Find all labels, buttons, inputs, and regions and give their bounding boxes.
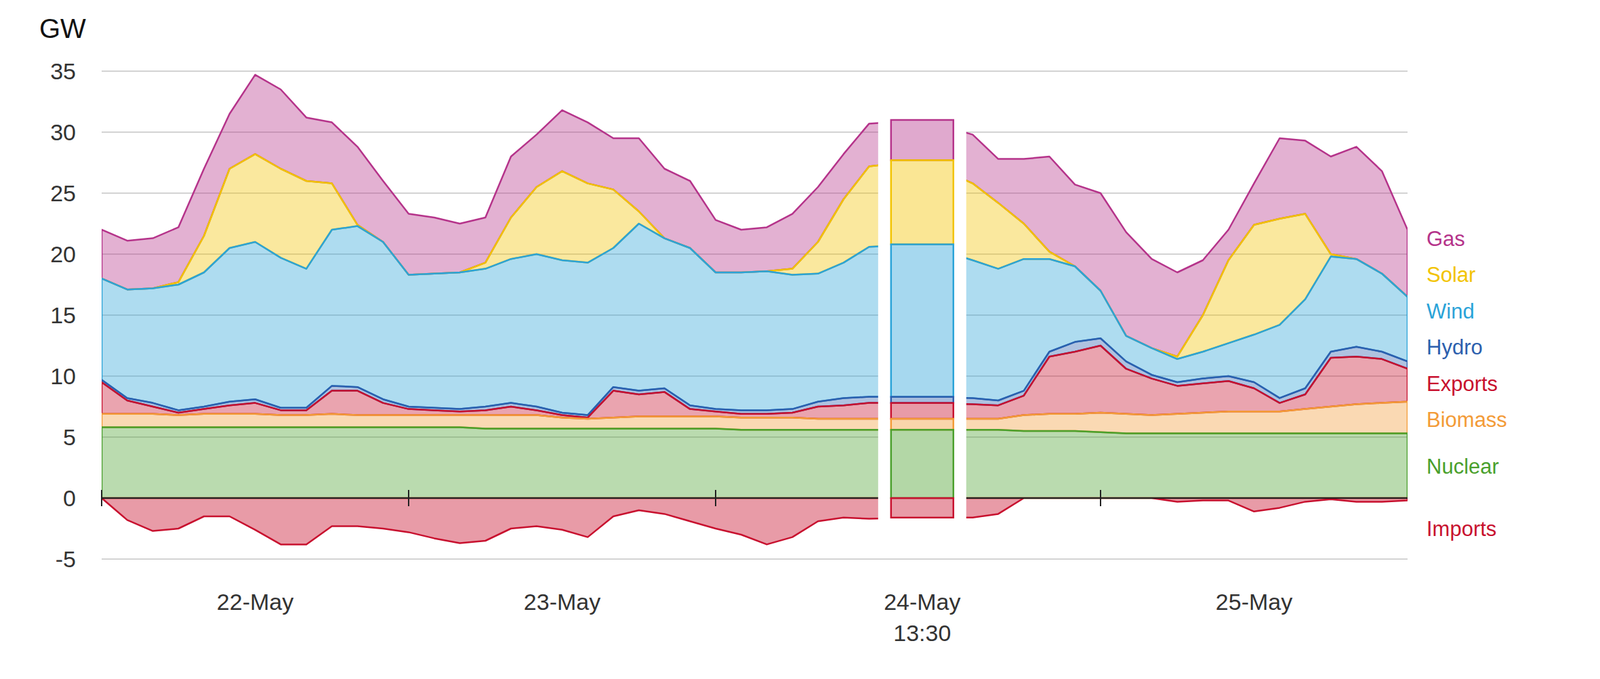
y-tick-label: 0	[63, 485, 76, 511]
legend-entry: Gas	[1426, 227, 1466, 251]
highlight-label-line: 24-May	[883, 588, 961, 615]
highlight-segment	[891, 429, 954, 499]
y-tick-label: 30	[50, 119, 76, 146]
highlight-segment	[891, 397, 954, 404]
highlight-label-line: 13:30	[893, 620, 951, 646]
x-tick	[100, 489, 103, 507]
legend-entry: Biomass	[1426, 407, 1508, 432]
x-tick	[714, 489, 717, 507]
legend-entry: Imports	[1426, 517, 1497, 541]
plot-area	[101, 74, 1408, 545]
highlight-segment	[891, 244, 954, 398]
legend-entry: Exports	[1426, 372, 1498, 396]
x-tick	[407, 489, 410, 507]
grid	[101, 71, 1408, 560]
area	[101, 427, 1408, 499]
highlight-segment	[891, 159, 954, 244]
legend-entry: Hydro	[1426, 335, 1483, 360]
legend-entry: Solar	[1426, 262, 1476, 287]
y-tick-label: 10	[50, 363, 76, 389]
x-tick-label: 23-May	[523, 588, 601, 615]
y-tick-label: 5	[63, 424, 76, 450]
legend-entry: Nuclear	[1426, 454, 1500, 479]
grid-line	[101, 70, 1408, 72]
y-tick-label: 35	[50, 58, 76, 85]
x-tick-label: 22-May	[216, 588, 294, 615]
area	[101, 345, 1408, 419]
y-axis-label: GW	[39, 13, 87, 44]
area	[101, 498, 1408, 545]
legend-entry: Wind	[1426, 299, 1475, 324]
highlight-segment	[891, 418, 954, 430]
x-axis-line	[101, 497, 1408, 499]
y-tick-label: 20	[50, 241, 76, 268]
y-tick-label: 25	[50, 180, 76, 207]
highlight-gap	[878, 109, 967, 529]
x-tick	[1099, 489, 1102, 507]
grid-line	[101, 497, 1408, 499]
x-tick-label: 25-May	[1215, 588, 1293, 615]
y-tick-label: 15	[50, 302, 76, 328]
chart: -5 0 5 10 15 20 25 30 35 GW 24-May 13:30 22-May 23-Ma…	[0, 0, 1600, 679]
grid-line	[101, 558, 1408, 560]
legend: Gas Solar Wind Hydro Exports Biomass Nuclear Im…	[1426, 227, 1508, 541]
y-tick-label: -5	[55, 546, 76, 572]
highlight-box	[891, 119, 954, 518]
highlight-segment	[891, 403, 954, 419]
highlight-segment	[891, 498, 954, 518]
highlight-label: 24-May 13:30	[883, 588, 961, 646]
highlight-segment	[891, 119, 954, 160]
